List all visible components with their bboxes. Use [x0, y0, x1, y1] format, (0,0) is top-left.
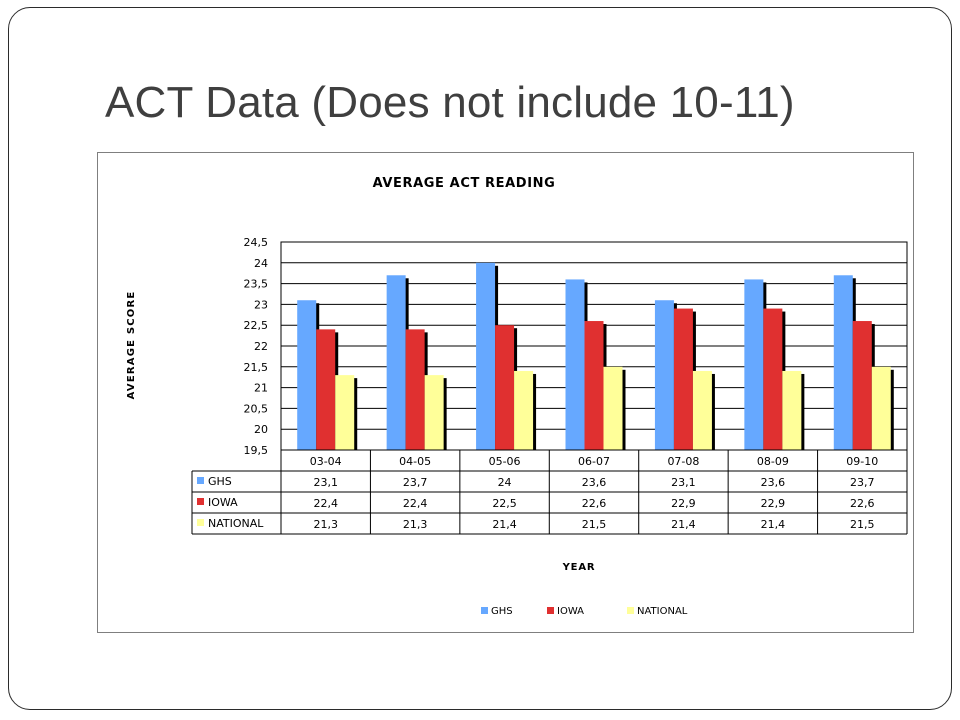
- table-cell: 21,4: [761, 518, 786, 531]
- bar-national-05-06: [514, 370, 534, 450]
- bar-national-07-08: [692, 370, 712, 450]
- table-cell: 22,4: [313, 497, 338, 510]
- table-cell: 22,9: [671, 497, 696, 510]
- y-tick-label: 24: [254, 257, 268, 270]
- bar-ghs-04-05: [386, 275, 406, 450]
- bar-ghs-07-08: [654, 300, 674, 450]
- bar-iowa-04-05: [405, 329, 425, 450]
- table-header-03-04: 03-04: [310, 455, 342, 468]
- table-key-national: [197, 519, 204, 526]
- y-tick-label: 22,5: [244, 319, 269, 332]
- table-cell: 21,5: [582, 518, 607, 531]
- y-tick-label: 19,5: [244, 444, 269, 457]
- y-tick-label: 20: [254, 423, 268, 436]
- chart-frame: AVERAGE ACT READING AVERAGE SCORE YEAR 1…: [97, 152, 914, 633]
- table-key-ghs: [197, 477, 204, 484]
- legend-label-ghs: GHS: [491, 606, 513, 617]
- bar-iowa-08-09: [763, 308, 783, 450]
- table-cell: 22,6: [850, 497, 875, 510]
- y-axis-label: AVERAGE SCORE: [126, 291, 137, 400]
- y-tick-label: 24,5: [244, 236, 269, 249]
- legend-label-iowa: IOWA: [557, 606, 584, 617]
- table-header-06-07: 06-07: [578, 455, 610, 468]
- table-header-04-05: 04-05: [399, 455, 431, 468]
- bar-ghs-03-04: [297, 300, 317, 450]
- y-tick-label: 23: [254, 298, 268, 311]
- table-header-05-06: 05-06: [489, 455, 521, 468]
- bar-iowa-05-06: [495, 325, 515, 450]
- bar-iowa-09-10: [852, 321, 872, 450]
- table-cell: 23,6: [582, 476, 607, 489]
- bar-iowa-03-04: [316, 329, 336, 450]
- table-row-label-national: NATIONAL: [208, 517, 264, 530]
- bar-national-04-05: [424, 375, 444, 450]
- legend-swatch-iowa: [547, 607, 554, 614]
- table-cell: 22,6: [582, 497, 607, 510]
- table-cell: 21,3: [403, 518, 428, 531]
- y-tick-label: 21: [254, 382, 268, 395]
- table-cell: 22,9: [761, 497, 786, 510]
- bar-national-09-10: [871, 366, 891, 450]
- table-row-label-ghs: GHS: [208, 475, 232, 488]
- bars: [297, 262, 894, 450]
- chart-title: AVERAGE ACT READING: [373, 176, 556, 191]
- table-cell: 23,7: [850, 476, 875, 489]
- table-header-09-10: 09-10: [846, 455, 878, 468]
- table-cell: 23,6: [761, 476, 786, 489]
- bar-ghs-06-07: [565, 279, 585, 450]
- table-cell: 24: [498, 476, 512, 489]
- slide-title: ACT Data (Does not include 10-11): [105, 78, 795, 127]
- y-tick-label: 23,5: [244, 278, 269, 291]
- bar-ghs-05-06: [476, 262, 496, 450]
- y-tick-label: 22: [254, 340, 268, 353]
- table-cell: 23,1: [313, 476, 338, 489]
- y-tick-label: 20,5: [244, 402, 269, 415]
- legend: GHS IOWA NATIONAL: [481, 606, 688, 617]
- table-cell: 22,4: [403, 497, 428, 510]
- table-cell: 23,1: [671, 476, 696, 489]
- bar-national-06-07: [603, 366, 623, 450]
- table-cell: 21,4: [492, 518, 516, 531]
- table-cell: 22,5: [492, 497, 516, 510]
- table-row-label-iowa: IOWA: [208, 496, 238, 509]
- bar-national-03-04: [335, 375, 355, 450]
- slide-frame: [8, 7, 952, 710]
- legend-label-national: NATIONAL: [637, 606, 688, 617]
- table-cell: 21,5: [850, 518, 875, 531]
- data-table: 03-04 04-05 05-06 06-07 07-08 08-09 09-10 GHS 23…: [191, 449, 908, 535]
- legend-swatch-national: [627, 607, 634, 614]
- y-tick-labels: 19,5 20 20,5 21 21,5 22 22,5 23 23,5 24 24,5: [244, 236, 269, 457]
- bar-chart: AVERAGE ACT READING AVERAGE SCORE YEAR 1…: [126, 176, 908, 617]
- table-key-iowa: [197, 498, 204, 505]
- bar-national-08-09: [782, 370, 802, 450]
- bar-iowa-07-08: [673, 308, 693, 450]
- y-tick-label: 21,5: [244, 361, 269, 374]
- table-header-08-09: 08-09: [757, 455, 789, 468]
- bar-ghs-08-09: [744, 279, 764, 450]
- table-cell: 21,4: [671, 518, 696, 531]
- bar-ghs-09-10: [833, 275, 853, 450]
- table-header-07-08: 07-08: [667, 455, 699, 468]
- table-cell: 21,3: [313, 518, 338, 531]
- legend-swatch-ghs: [481, 607, 488, 614]
- x-axis-label: YEAR: [562, 562, 596, 573]
- bar-iowa-06-07: [584, 321, 604, 450]
- table-cell: 23,7: [403, 476, 428, 489]
